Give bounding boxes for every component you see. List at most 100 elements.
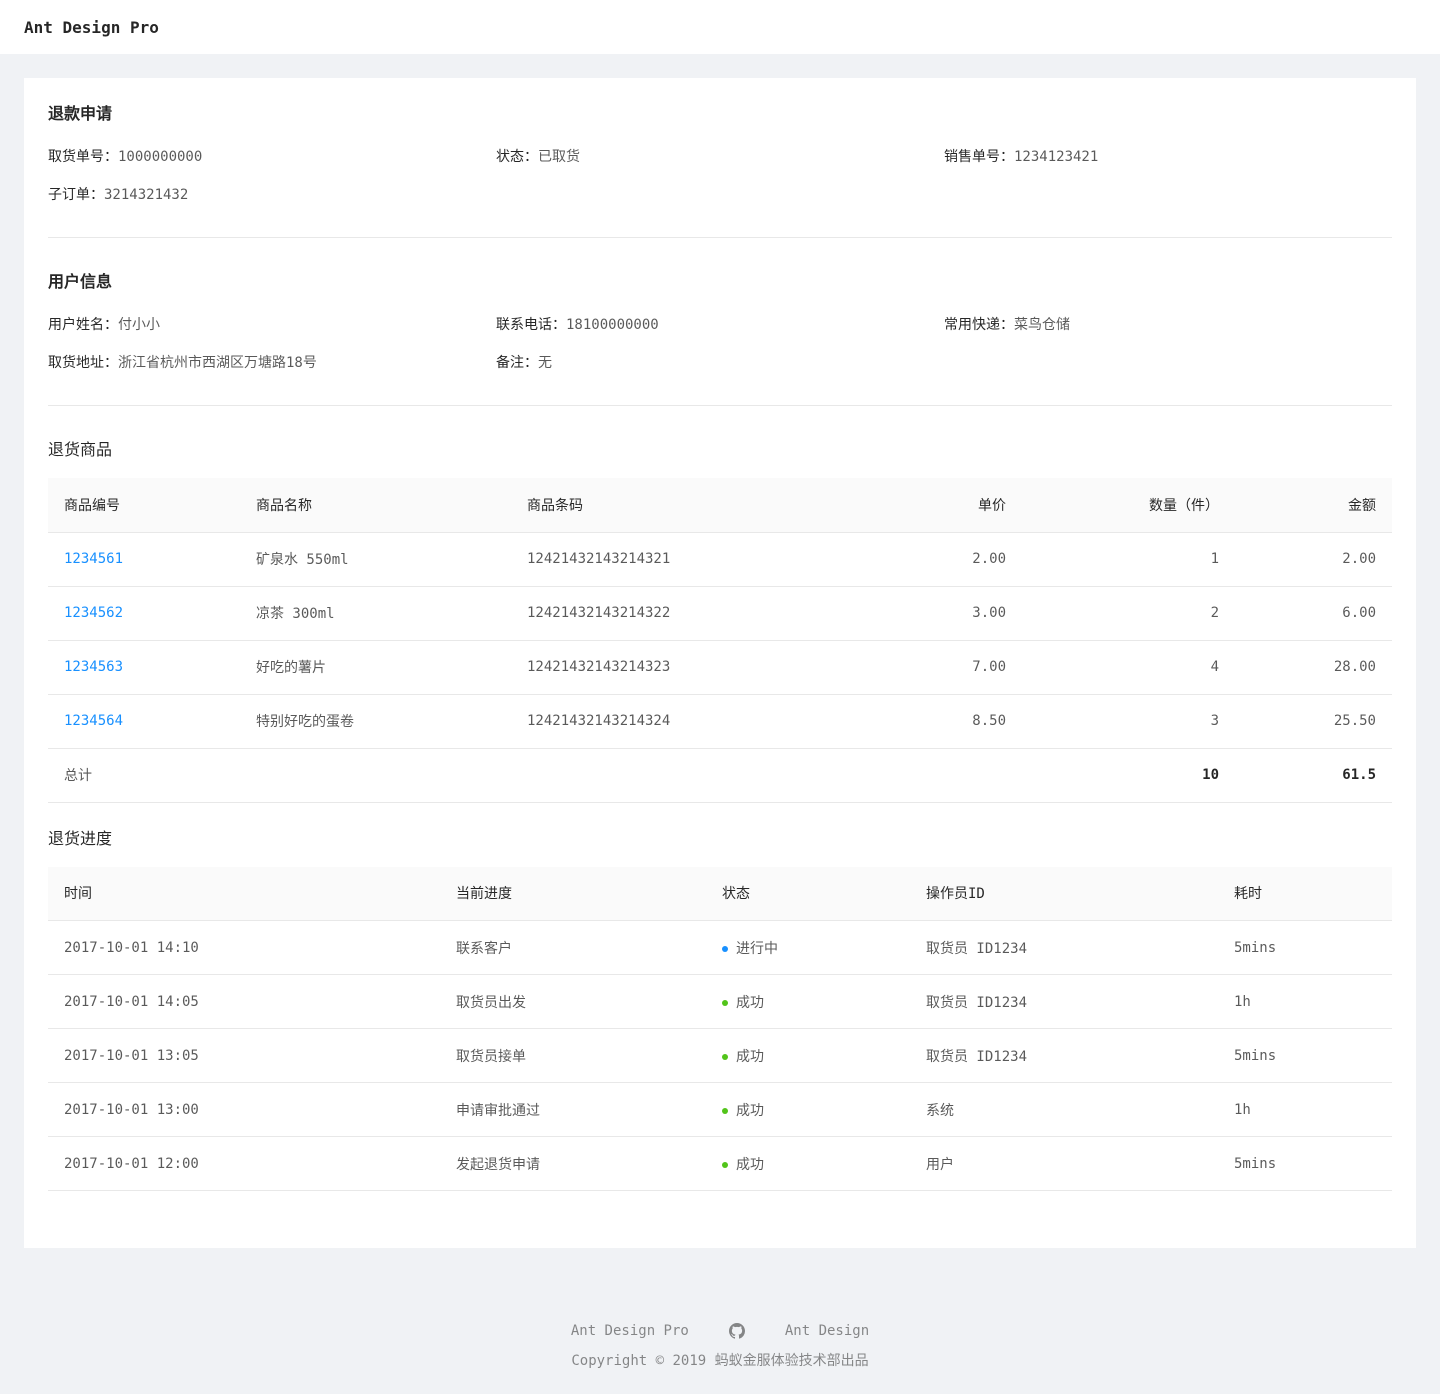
unit-price-cell: 3.00	[862, 586, 1022, 641]
column-header: 耗时	[1218, 866, 1392, 921]
footer-link-ant-design-pro[interactable]: Ant Design Pro	[570, 1323, 689, 1339]
product-name-cell: 好吃的薯片	[240, 640, 511, 695]
time-cell: 2017-10-01 14:05	[48, 974, 440, 1029]
product-id-link[interactable]: 1234564	[64, 713, 124, 729]
desc-label: 取货地址：	[48, 355, 118, 371]
table-row: 1234562 凉茶 300ml 12421432143214322 3.00 2 6.0…	[48, 586, 1392, 641]
progress-cell: 取货员出发	[440, 974, 706, 1029]
footer: Ant Design Pro Ant Design Copyright © 20…	[0, 1320, 1440, 1372]
refund-descriptions: 取货单号：1000000000 状态：已取货 销售单号：1234123421 子…	[48, 146, 1392, 222]
status-dot-icon	[722, 945, 728, 952]
progress-cell: 取货员接单	[440, 1028, 706, 1083]
column-header: 单价	[862, 478, 1022, 533]
desc-user-name: 用户姓名：付小小	[48, 314, 496, 352]
desc-value: 菜鸟仓储	[1014, 317, 1070, 333]
divider	[48, 237, 1392, 238]
status-cell: 成功	[706, 1082, 910, 1137]
status-dot-icon	[722, 1107, 728, 1114]
duration-cell: 5mins	[1218, 1136, 1392, 1191]
product-id-link-cell: 1234564	[48, 694, 240, 749]
status-dot-icon	[722, 1161, 728, 1168]
desc-value: 付小小	[118, 317, 160, 333]
desc-value: 1234123421	[1014, 149, 1099, 165]
quantity-cell: 3	[1022, 694, 1235, 749]
quantity-cell: 4	[1022, 640, 1235, 695]
status-dot-icon	[722, 999, 728, 1006]
empty-cell	[240, 748, 511, 803]
amount-cell: 2.00	[1235, 532, 1392, 587]
total-amount: 61.5	[1235, 748, 1392, 803]
table-row: 2017-10-01 13:00 申请审批通过 成功 系统 1h	[48, 1082, 1392, 1137]
column-header: 商品编号	[48, 478, 240, 533]
time-cell: 2017-10-01 13:00	[48, 1082, 440, 1137]
unit-price-cell: 7.00	[862, 640, 1022, 695]
refund-detail-card: 退款申请 取货单号：1000000000 状态：已取货 销售单号：1234123…	[24, 78, 1416, 1248]
desc-value: 3214321432	[104, 187, 189, 203]
status-cell: 成功	[706, 974, 910, 1029]
operator-id-cell: 取货员 ID1234	[910, 1028, 1218, 1083]
desc-sales-number: 销售单号：1234123421	[944, 146, 1392, 184]
product-id-link[interactable]: 1234562	[64, 605, 124, 621]
column-header: 状态	[706, 866, 910, 921]
time-cell: 2017-10-01 12:00	[48, 1136, 440, 1191]
table-row: 1234564 特别好吃的蛋卷 12421432143214324 8.50 3 25.5…	[48, 694, 1392, 749]
column-header: 当前进度	[440, 866, 706, 921]
total-quantity: 10	[1022, 748, 1235, 803]
product-name-cell: 凉茶 300ml	[240, 586, 511, 641]
operator-id-cell: 用户	[910, 1136, 1218, 1191]
time-cell: 2017-10-01 14:10	[48, 920, 440, 975]
top-header: Ant Design Pro	[0, 0, 1440, 54]
product-id-link[interactable]: 1234561	[64, 551, 124, 567]
column-header: 金额	[1235, 478, 1392, 533]
footer-link-ant-design[interactable]: Ant Design	[784, 1323, 870, 1339]
status-badge: 成功	[736, 994, 764, 1011]
product-id-link[interactable]: 1234563	[64, 659, 124, 675]
copyright: Copyright © 2019 蚂蚁金服体验技术部出品	[571, 1353, 869, 1369]
amount-cell: 25.50	[1235, 694, 1392, 749]
desc-sub-order: 子订单：3214321432	[48, 184, 496, 222]
quantity-cell: 2	[1022, 586, 1235, 641]
desc-address: 取货地址：浙江省杭州市西湖区万塘路18号	[48, 352, 496, 390]
desc-label: 取货单号：	[48, 149, 118, 165]
product-name-cell: 矿泉水 550ml	[240, 532, 511, 587]
status-cell: 成功	[706, 1028, 910, 1083]
empty-cell	[511, 748, 862, 803]
progress-table: 时间 当前进度 状态 操作员ID 耗时 2017-10-01 14:10 联系客户…	[48, 866, 1392, 1191]
table-header-row: 时间 当前进度 状态 操作员ID 耗时	[48, 866, 1392, 921]
operator-id-cell: 取货员 ID1234	[910, 920, 1218, 975]
time-cell: 2017-10-01 13:05	[48, 1028, 440, 1083]
status-badge: 成功	[736, 1102, 764, 1119]
operator-id-cell: 系统	[910, 1082, 1218, 1137]
status-badge: 进行中	[736, 940, 778, 957]
table-row: 1234563 好吃的薯片 12421432143214323 7.00 4 28.00	[48, 640, 1392, 695]
operator-id-cell: 取货员 ID1234	[910, 974, 1218, 1029]
desc-label: 子订单：	[48, 187, 104, 203]
desc-value: 1000000000	[118, 149, 203, 165]
desc-phone: 联系电话：18100000000	[496, 314, 944, 352]
column-header: 商品名称	[240, 478, 511, 533]
progress-cell: 发起退货申请	[440, 1136, 706, 1191]
status-badge: 成功	[736, 1048, 764, 1065]
table-header-row: 商品编号 商品名称 商品条码 单价 数量（件） 金额	[48, 478, 1392, 533]
desc-label: 联系电话：	[496, 317, 566, 333]
total-label: 总计	[48, 748, 240, 803]
desc-label: 常用快递：	[944, 317, 1014, 333]
status-badge: 成功	[736, 1156, 764, 1173]
progress-cell: 申请审批通过	[440, 1082, 706, 1137]
table-row: 2017-10-01 12:00 发起退货申请 成功 用户 5mins	[48, 1136, 1392, 1191]
github-icon[interactable]	[728, 1320, 745, 1342]
desc-status: 状态：已取货	[496, 146, 944, 184]
desc-value: 已取货	[538, 149, 580, 165]
app-logo-title[interactable]: Ant Design Pro	[24, 17, 159, 37]
duration-cell: 5mins	[1218, 920, 1392, 975]
divider	[48, 405, 1392, 406]
table-row: 1234561 矿泉水 550ml 12421432143214321 2.00 1 2.…	[48, 532, 1392, 587]
duration-cell: 1h	[1218, 1082, 1392, 1137]
desc-pickup-number: 取货单号：1000000000	[48, 146, 496, 184]
status-dot-icon	[722, 1053, 728, 1060]
product-barcode-cell: 12421432143214321	[511, 532, 862, 587]
product-barcode-cell: 12421432143214323	[511, 640, 862, 695]
amount-cell: 28.00	[1235, 640, 1392, 695]
amount-cell: 6.00	[1235, 586, 1392, 641]
desc-label: 用户姓名：	[48, 317, 118, 333]
